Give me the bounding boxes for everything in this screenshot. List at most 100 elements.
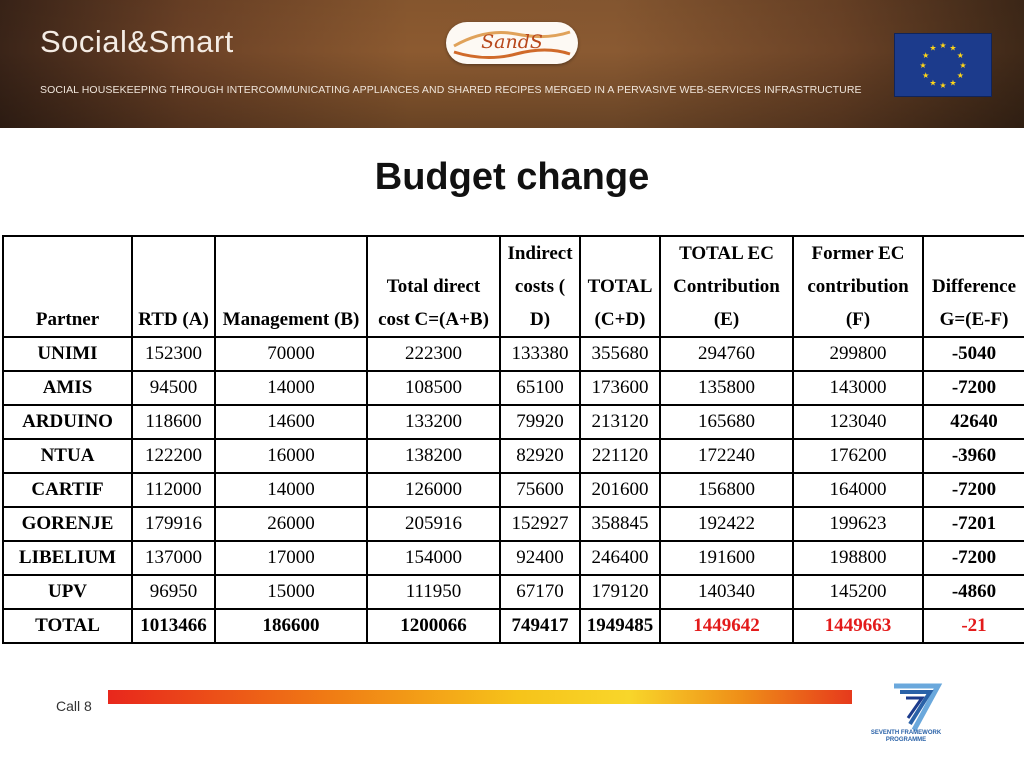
column-header-line: Management (B)	[222, 309, 360, 330]
table-cell: 191600	[659, 540, 794, 576]
table-total-row: TOTAL 1013466 186600 1200066 749417 1949485 14…	[2, 608, 1024, 644]
table-cell: 118600	[131, 404, 216, 440]
fp7-logo-icon	[894, 683, 943, 732]
table-cell: 199623	[792, 506, 924, 542]
column-header-line: costs (	[514, 276, 566, 297]
table-row: LIBELIUM 137000 17000 154000 92400 246400 1916…	[2, 540, 1024, 576]
table-cell: 179916	[131, 506, 216, 542]
column-header-line: Contribution	[673, 276, 780, 297]
table-cell: 70000	[214, 336, 368, 372]
column-header-line: Partner	[35, 309, 100, 330]
table-cell: 122200	[131, 438, 216, 474]
table-cell: 154000	[366, 540, 501, 576]
star-icon: ★	[922, 51, 929, 60]
table-cell: 14000	[214, 472, 368, 508]
difference-cell: -3960	[922, 438, 1024, 474]
partner-cell: ARDUINO	[2, 404, 133, 440]
column-header-line: TOTAL EC	[679, 243, 774, 264]
gradient-bar	[108, 690, 852, 704]
column-header-line: Difference	[931, 276, 1017, 297]
column-header: Difference G=(E-F)	[922, 235, 1024, 338]
partner-cell: LIBELIUM	[2, 540, 133, 576]
column-header: Total direct cost C=(A+B)	[366, 235, 501, 338]
column-header-line: RTD (A)	[138, 309, 209, 330]
table-cell: 143000	[792, 370, 924, 406]
column-header-line: (E)	[713, 309, 740, 330]
table-row: UPV 96950 15000 111950 67170 179120 140340 1452…	[2, 574, 1024, 610]
partner-cell: TOTAL	[2, 608, 133, 644]
star-icon: ★	[949, 44, 956, 53]
table-cell: 140340	[659, 574, 794, 610]
budget-table: Partner RTD (A) Management (B) Total direct…	[2, 235, 1024, 644]
table-row: UNIMI 152300 70000 222300 133380 355680 294760…	[2, 336, 1024, 372]
table-cell: 294760	[659, 336, 794, 372]
table-cell: 749417	[499, 608, 581, 644]
difference-cell: -7200	[922, 370, 1024, 406]
star-icon: ★	[919, 61, 926, 70]
table-cell: 156800	[659, 472, 794, 508]
column-header-line: cost C=(A+B)	[378, 309, 489, 330]
table-cell: 133380	[499, 336, 581, 372]
table-cell: 186600	[214, 608, 368, 644]
table-cell: 299800	[792, 336, 924, 372]
table-cell: 192422	[659, 506, 794, 542]
eu-flag-icon: ★ ★ ★ ★ ★ ★ ★ ★ ★ ★ ★ ★	[894, 33, 992, 97]
table-cell: 246400	[579, 540, 661, 576]
table-cell: 222300	[366, 336, 501, 372]
table-cell: 67170	[499, 574, 581, 610]
column-header: Partner	[2, 235, 133, 338]
star-icon: ★	[957, 51, 964, 60]
star-icon: ★	[939, 41, 946, 50]
table-cell: 75600	[499, 472, 581, 508]
table-cell: 145200	[792, 574, 924, 610]
column-header: Indirect costs (D)	[499, 235, 581, 338]
table-cell: 133200	[366, 404, 501, 440]
table-cell: 213120	[579, 404, 661, 440]
star-icon: ★	[957, 71, 964, 80]
partner-cell: GORENJE	[2, 506, 133, 542]
table-cell: 112000	[131, 472, 216, 508]
column-header-line: Indirect	[507, 243, 573, 264]
table-cell: 96950	[131, 574, 216, 610]
table-cell: 1449642	[659, 608, 794, 644]
column-header-line: Former EC	[811, 243, 905, 264]
table-cell: 14000	[214, 370, 368, 406]
table-cell: 152927	[499, 506, 581, 542]
column-header-line: TOTAL	[587, 276, 653, 297]
header-banner: Social&Smart SOCIAL HOUSEKEEPING THROUGH…	[0, 0, 1024, 128]
table-row: AMIS 94500 14000 108500 65100 173600 135800 143…	[2, 370, 1024, 406]
table-cell: 1200066	[366, 608, 501, 644]
table-cell: 1949485	[579, 608, 661, 644]
partner-cell: UNIMI	[2, 336, 133, 372]
brand-title: Social&Smart	[40, 24, 234, 59]
table-cell: 358845	[579, 506, 661, 542]
table-cell: 179120	[579, 574, 661, 610]
star-icon: ★	[922, 71, 929, 80]
column-header: TOTAL (C+D)	[579, 235, 661, 338]
call-label: Call 8	[56, 698, 92, 714]
column-header-line: (C+D)	[594, 309, 646, 330]
table-row: GORENJE 179916 26000 205916 152927 358845 1924…	[2, 506, 1024, 542]
partner-cell: AMIS	[2, 370, 133, 406]
table-cell: 176200	[792, 438, 924, 474]
table-cell: 165680	[659, 404, 794, 440]
star-icon: ★	[939, 81, 946, 90]
column-header: TOTAL EC Contribution (E)	[659, 235, 794, 338]
table-cell: 173600	[579, 370, 661, 406]
fp7-logo-text: SEVENTH FRAMEWORK PROGRAMME	[864, 730, 948, 744]
column-header-line: (F)	[845, 309, 871, 330]
table-cell: 172240	[659, 438, 794, 474]
star-icon: ★	[949, 78, 956, 87]
star-icon: ★	[959, 61, 966, 70]
table-cell: 201600	[579, 472, 661, 508]
page-title: Budget change	[374, 156, 650, 198]
sands-logo-text: SandS	[481, 31, 543, 53]
table-cell: 198800	[792, 540, 924, 576]
table-cell: 138200	[366, 438, 501, 474]
table-cell: 94500	[131, 370, 216, 406]
banner-shade	[0, 0, 1024, 128]
partner-cell: UPV	[2, 574, 133, 610]
column-header: Management (B)	[214, 235, 368, 338]
table-cell: 82920	[499, 438, 581, 474]
table-cell: 16000	[214, 438, 368, 474]
